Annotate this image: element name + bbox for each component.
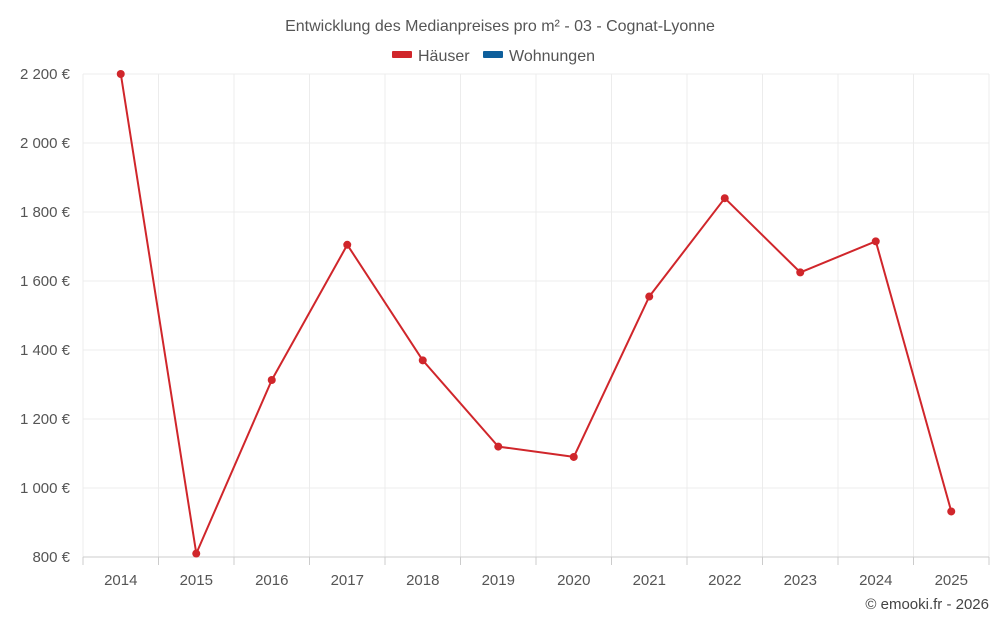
x-tick-label: 2019 [482,572,515,589]
x-tick-label: 2017 [331,572,364,589]
legend-swatch-hauser [392,51,412,58]
credit-text: © emooki.fr - 2026 [865,596,989,613]
legend-label-wohnungen[interactable]: Wohnungen [509,48,595,65]
x-tick-label: 2023 [784,572,817,589]
x-tick-label: 2018 [406,572,439,589]
y-tick-label: 1 600 € [20,273,71,290]
legend: Häuser Wohnungen [392,48,595,65]
data-point[interactable] [871,237,880,246]
legend-label-hauser[interactable]: Häuser [418,48,470,65]
x-tick-label: 2020 [557,572,590,589]
data-point[interactable] [569,452,578,461]
data-point[interactable] [796,268,805,277]
data-point[interactable] [947,507,956,516]
data-point[interactable] [494,442,503,451]
x-tick-label: 2015 [180,572,213,589]
x-tick-label: 2021 [633,572,666,589]
data-point[interactable] [343,240,352,249]
y-tick-label: 1 200 € [20,411,71,428]
x-tick-label: 2025 [935,572,968,589]
data-point[interactable] [645,292,654,301]
y-tick-label: 1 400 € [20,342,71,359]
data-point[interactable] [116,70,125,78]
x-tick-label: 2016 [255,572,288,589]
data-point[interactable] [418,356,427,365]
x-tick-label: 2014 [104,572,137,589]
data-point[interactable] [267,376,276,385]
y-tick-label: 1 800 € [20,204,71,221]
y-tick-label: 2 000 € [20,135,71,152]
series-hauser [116,70,956,558]
x-tick-label: 2024 [859,572,892,589]
chart-title: Entwicklung des Medianpreises pro m² - 0… [285,18,715,35]
y-tick-label: 800 € [32,549,70,566]
x-tick-label: 2022 [708,572,741,589]
grid [82,73,990,557]
legend-swatch-wohnungen [483,51,503,58]
series-line [119,73,953,555]
data-point[interactable] [192,549,201,558]
data-point[interactable] [720,194,729,203]
y-tick-label: 2 200 € [20,66,71,83]
y-tick-label: 1 000 € [20,480,71,497]
axes: 800 € 1 000 € 1 200 € 1 400 € 1 600 € 1 800 €… [20,66,990,589]
